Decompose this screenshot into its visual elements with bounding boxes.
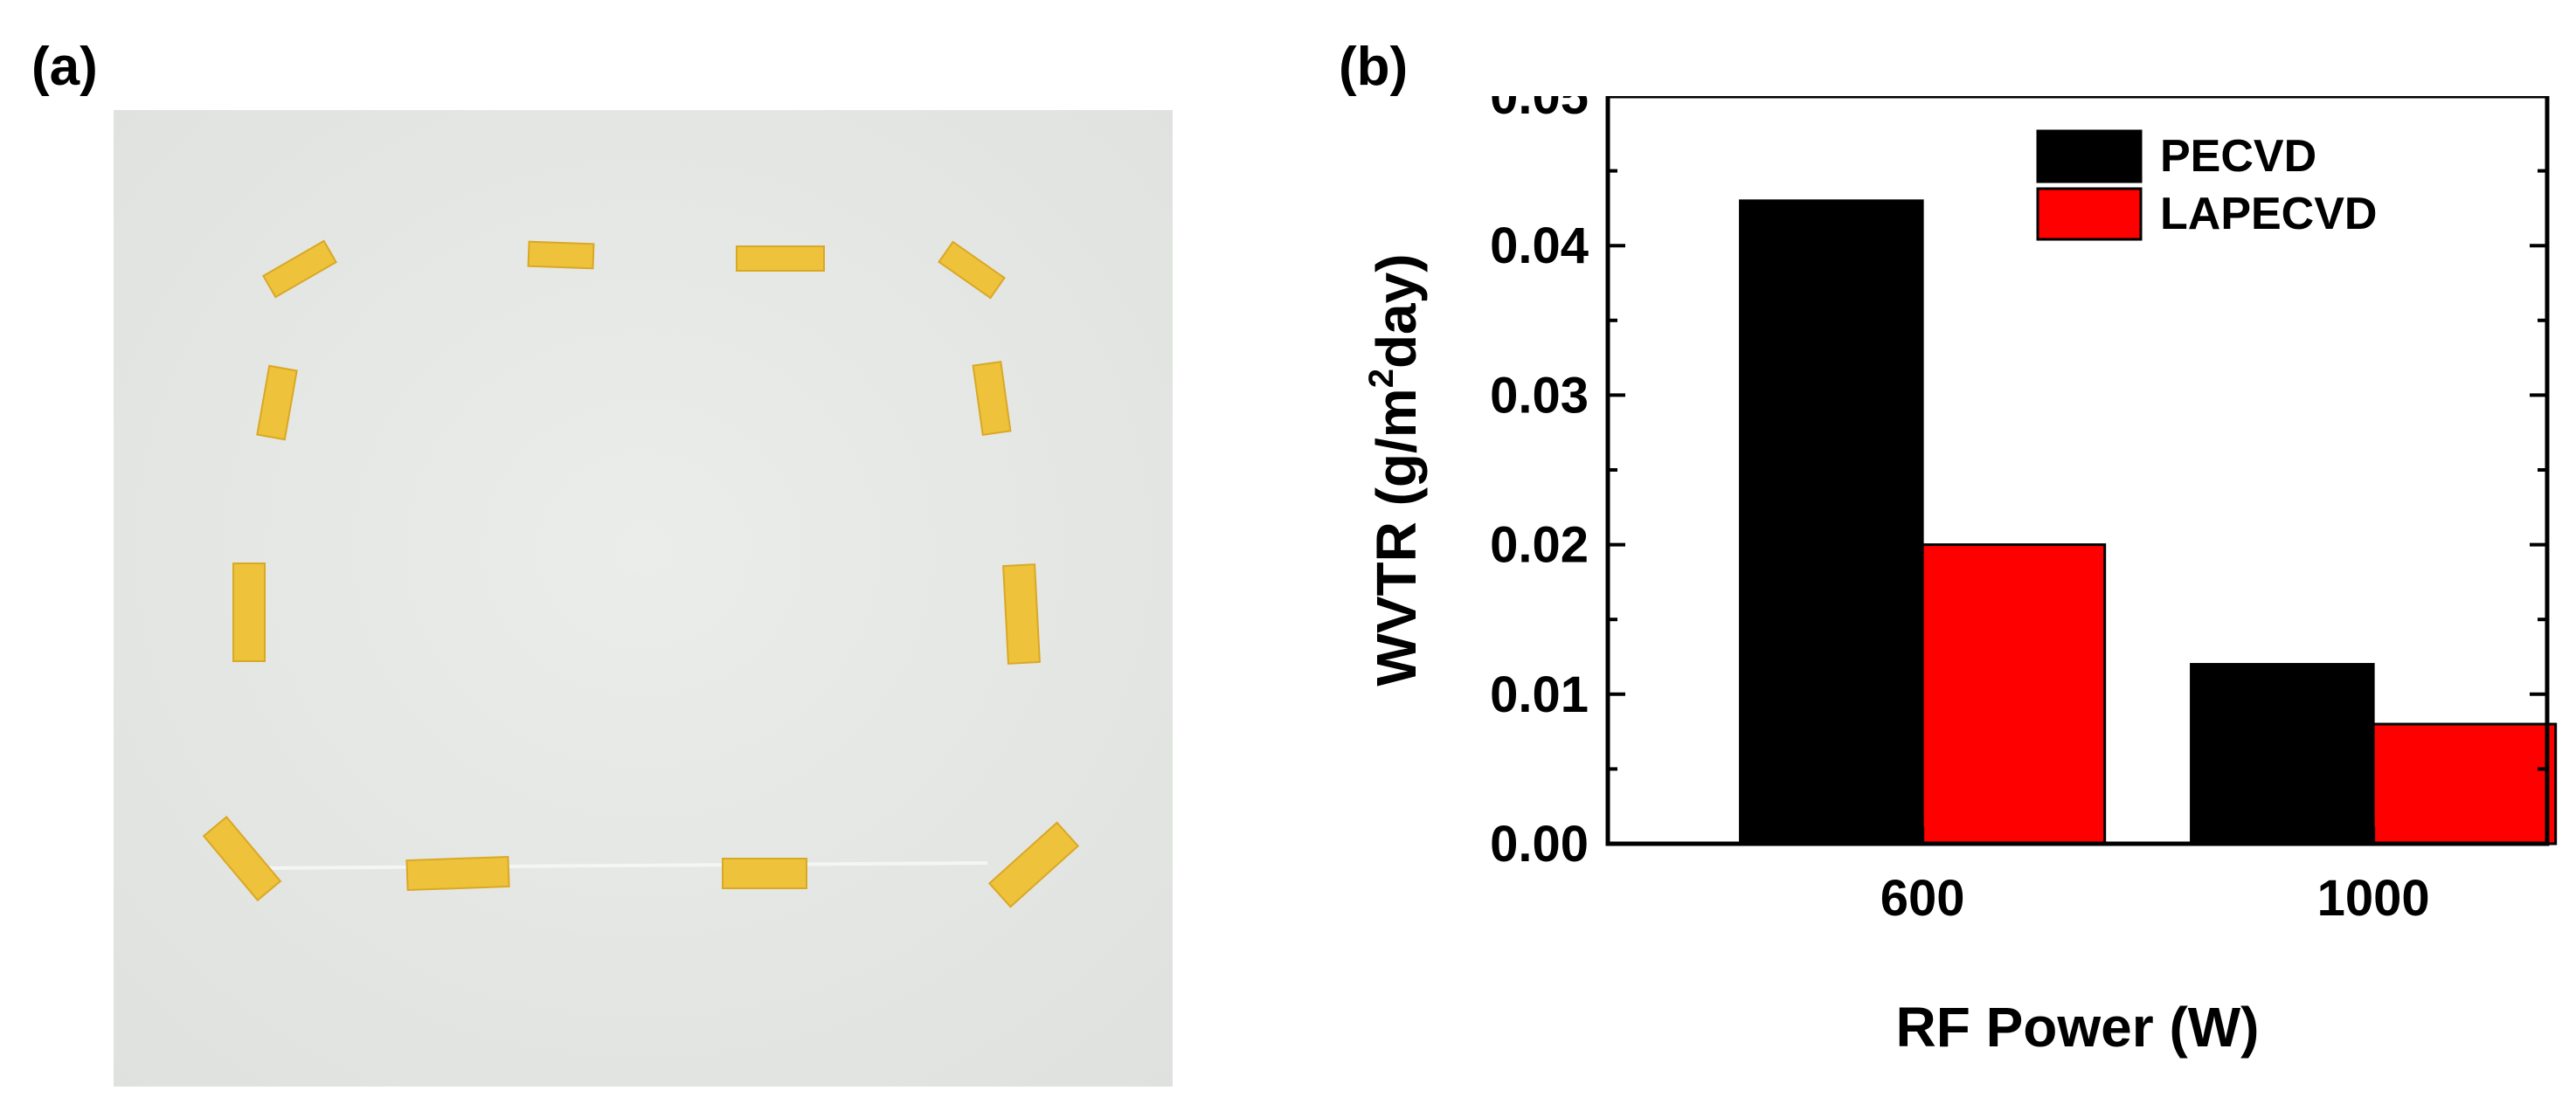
bar-pecvd-600 bbox=[1739, 199, 1924, 845]
tape-strip bbox=[405, 855, 510, 892]
bar-pecvd-1000 bbox=[2190, 663, 2375, 845]
x-tick-label: 1000 bbox=[2317, 870, 2430, 927]
y-axis-label: WVTR (g/m2day) bbox=[1363, 253, 1428, 686]
legend-swatch-pecvd bbox=[2036, 129, 2143, 183]
tape-strip bbox=[972, 361, 1012, 436]
legend: PECVD LAPECVD bbox=[2036, 129, 2377, 241]
tape-strip bbox=[987, 821, 1080, 908]
bar-lapecvd-600 bbox=[1921, 543, 2107, 845]
y-tick-label: 0.00 bbox=[1490, 816, 1589, 873]
y-tick-label: 0.01 bbox=[1490, 666, 1589, 723]
bar-lapecvd-1000 bbox=[2372, 722, 2558, 845]
wvtr-bar-chart: 0.00 0.01 0.02 0.03 0.04 0.05 600 1000 WVTR (g… bbox=[1363, 96, 2558, 1059]
y-axis-label-main: WVTR (g/m bbox=[1365, 388, 1428, 686]
tape-strip bbox=[736, 245, 825, 272]
tape-strip bbox=[261, 239, 338, 299]
bars-group bbox=[1739, 199, 2558, 845]
y-axis-label-tail: day) bbox=[1365, 253, 1428, 369]
legend-label-lapecvd: LAPECVD bbox=[2160, 189, 2377, 239]
film-edge bbox=[253, 861, 988, 870]
legend-label-pecvd: PECVD bbox=[2160, 131, 2316, 182]
tape-strips bbox=[202, 239, 1080, 908]
panel-label-b: (b) bbox=[1339, 37, 1409, 97]
y-tick-label: 0.02 bbox=[1490, 517, 1589, 574]
tape-strip bbox=[527, 240, 595, 270]
y-axis: 0.00 0.01 0.02 0.03 0.04 0.05 bbox=[1490, 96, 2547, 873]
y-tick-label: 0.03 bbox=[1490, 367, 1589, 424]
y-tick-label: 0.05 bbox=[1490, 96, 1589, 125]
tape-strip bbox=[938, 240, 1006, 300]
tape-strip bbox=[202, 815, 282, 902]
x-axis-label: RF Power (W) bbox=[1896, 996, 2260, 1059]
tape-strip bbox=[256, 364, 298, 441]
y-tick-label: 0.04 bbox=[1490, 217, 1589, 274]
x-axis: 600 1000 bbox=[1880, 826, 2430, 927]
sample-photo bbox=[114, 110, 1173, 1087]
tape-strip bbox=[232, 562, 266, 662]
tape-strip bbox=[722, 858, 807, 889]
panel-label-a: (a) bbox=[31, 37, 98, 97]
tape-strip bbox=[1002, 563, 1041, 665]
legend-swatch-lapecvd bbox=[2036, 187, 2143, 241]
x-tick-label: 600 bbox=[1880, 870, 1965, 927]
y-axis-label-sup: 2 bbox=[1363, 369, 1401, 388]
